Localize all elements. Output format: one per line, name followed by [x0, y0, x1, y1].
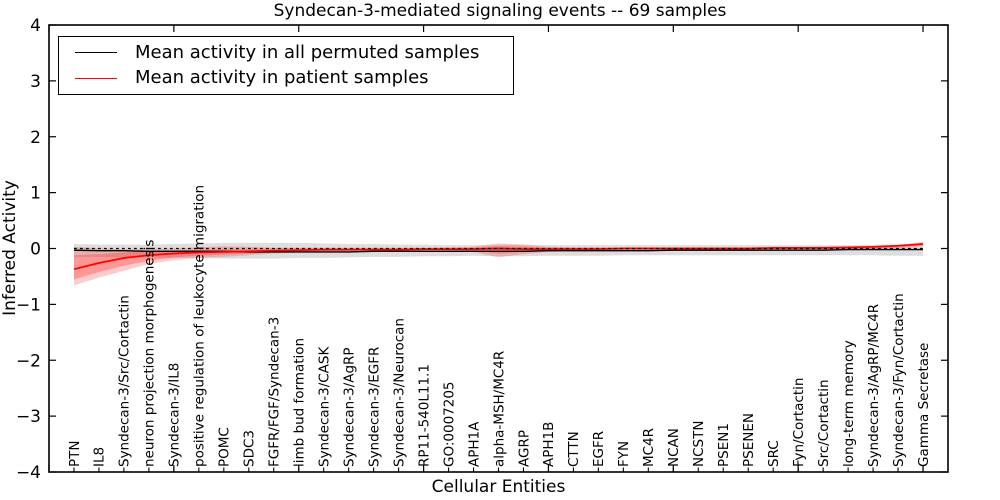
- x-tick-label: RP11-540L11.1: [416, 364, 432, 467]
- y-tick-label: −1: [16, 295, 41, 315]
- x-tick-label: Syndecan-3/Src/Cortactin: [117, 295, 133, 467]
- x-tick-label: APH1B: [541, 422, 557, 467]
- x-axis-label: Cellular Entities: [431, 477, 566, 497]
- x-tick-label: long-term memory: [841, 340, 857, 467]
- x-tick-label: Syndecan-3/AgRP: [342, 347, 358, 467]
- x-tick-label: Syndecan-3/Neurocan: [391, 318, 407, 467]
- patient-samples-spread-outer-area: [74, 241, 923, 286]
- legend-item-patient: Mean activity in patient samples: [75, 67, 513, 89]
- x-tick-label: GO:0007205: [441, 381, 457, 467]
- chart-title: Syndecan-3-mediated signaling events -- …: [273, 1, 727, 21]
- x-tick-label: alpha-MSH/MC4R: [491, 351, 507, 467]
- x-tick-label: Syndecan-3/CASK: [317, 346, 333, 467]
- x-tick-label: limb bud formation: [292, 338, 308, 467]
- x-tick-label: neuron projection morphogenesis: [142, 240, 158, 467]
- x-tick-label: CTTN: [566, 431, 582, 467]
- y-tick-label: 1: [30, 184, 41, 204]
- y-tick-label: 0: [30, 240, 41, 260]
- y-tick-label: −3: [16, 407, 41, 427]
- x-tick-label: Syndecan-3/EGFR: [366, 347, 382, 467]
- x-tick-label: AGRP: [516, 430, 532, 467]
- x-tick-label: Syndecan-3/AgRP/MC4R: [866, 304, 882, 467]
- x-tick-label: PSENEN: [741, 413, 757, 467]
- legend: Mean activity in all permuted samples Me…: [58, 36, 514, 95]
- x-tick-label: NCAN: [666, 428, 682, 467]
- patient-mean-line: [73, 243, 924, 271]
- legend-item-permuted: Mean activity in all permuted samples: [75, 42, 513, 64]
- x-tick-label: SDC3: [242, 430, 258, 467]
- x-tick-label: SRC: [766, 440, 782, 467]
- x-tick-label: NCSTN: [691, 421, 707, 467]
- x-tick-label: positive regulation of leukocyte migrati…: [192, 185, 208, 467]
- x-tick-label: APH1A: [466, 421, 482, 467]
- x-tick-label: Fyn/Cortactin: [791, 378, 807, 467]
- y-tick-label: −4: [16, 463, 41, 483]
- x-tick-label: FYN: [616, 441, 632, 467]
- x-tick-label: IL8: [92, 447, 108, 467]
- y-tick-label: 4: [30, 16, 41, 36]
- legend-label: Mean activity in patient samples: [135, 67, 429, 89]
- legend-line-sample-red: [75, 77, 117, 79]
- x-tick-label: Src/Cortactin: [816, 379, 832, 467]
- y-tick-label: −2: [16, 351, 41, 371]
- legend-label: Mean activity in all permuted samples: [135, 41, 480, 63]
- x-tick-label: MC4R: [641, 428, 657, 467]
- y-tick-label: 2: [30, 128, 41, 148]
- legend-line-sample-black: [75, 52, 117, 54]
- x-tick-label: POMC: [217, 427, 233, 467]
- x-tick-label: Syndecan-3/IL8: [167, 363, 183, 467]
- x-tick-label: FGFR/FGF/Syndecan-3: [267, 317, 283, 467]
- x-tick-label: Syndecan-3/Fyn/Cortactin: [891, 293, 907, 467]
- x-tick-label: EGFR: [591, 431, 607, 467]
- y-tick-label: 3: [30, 72, 41, 92]
- x-tick-label: Gamma Secretase: [916, 343, 932, 467]
- y-axis-label: Inferred Activity: [0, 180, 20, 316]
- x-tick-label: PSEN1: [716, 423, 732, 467]
- patient-samples-spread-inner-area: [74, 242, 923, 280]
- x-tick-label: PTN: [67, 441, 83, 468]
